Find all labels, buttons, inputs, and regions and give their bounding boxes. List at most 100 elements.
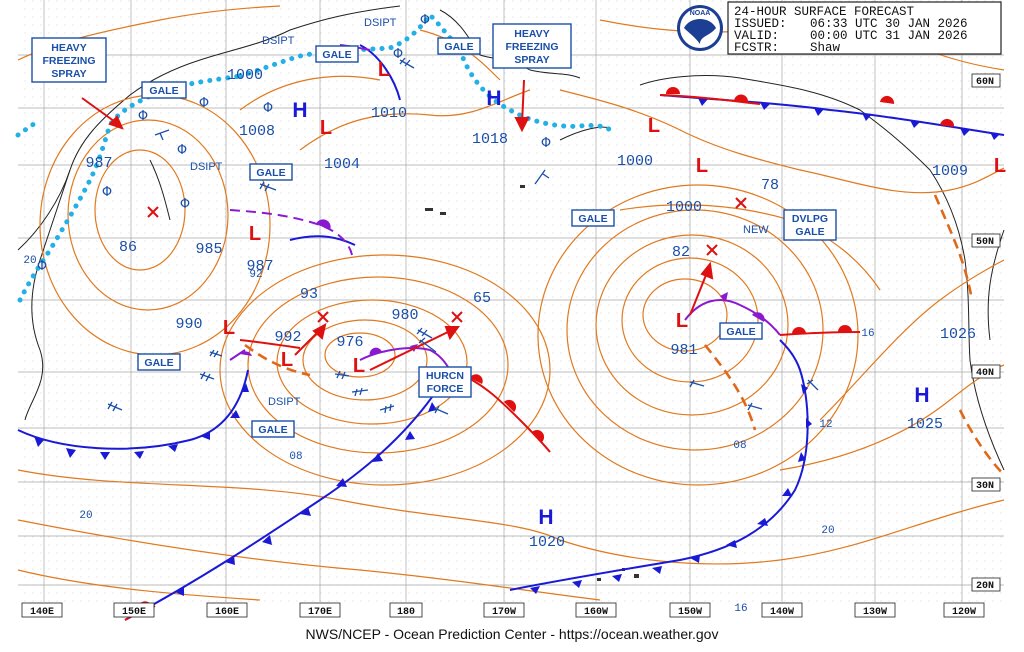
lon-label: 160E <box>215 607 239 618</box>
pressure-value: 82 <box>672 244 690 261</box>
gale-label: GALE <box>144 357 173 369</box>
high-pressure-center: H <box>292 99 307 122</box>
gale-warning-box <box>251 420 295 438</box>
valid-time: 00:00 UTC 31 JAN 2026 <box>810 29 968 43</box>
pressure-value: 976 <box>336 334 363 351</box>
hurcn-force-line-1: HURCN <box>426 370 464 382</box>
gale-warning-box <box>249 163 293 181</box>
freezing-spray-icon: Φ <box>199 96 209 111</box>
low-pressure-center: L <box>994 155 1006 177</box>
pressure-value: 1008 <box>239 123 275 140</box>
lon-label: 120W <box>952 607 976 618</box>
gale-warning-box <box>315 45 359 63</box>
freezing-spray-icon: Φ <box>180 197 190 212</box>
lat-label-60n: 60N <box>976 77 994 88</box>
freezing-spray-icon: Φ <box>263 101 273 116</box>
lon-label: 130W <box>863 607 887 618</box>
hfs-west-line-2: FREEZING <box>42 55 95 67</box>
lon-label: 140E <box>30 607 54 618</box>
developing-gale-warning-box <box>783 209 837 241</box>
pressure-value: 1018 <box>472 131 508 148</box>
noaa-logo-text: NOAA <box>690 10 711 17</box>
pressure-value: 992 <box>274 329 301 346</box>
gale-warning-box <box>437 37 481 55</box>
dissipating-label: DSIPT <box>190 161 223 173</box>
gale-warning-box <box>141 81 187 99</box>
pressure-value: 1000 <box>227 67 263 84</box>
lon-label: 160W <box>584 607 608 618</box>
isobar-label: 12 <box>819 419 832 431</box>
freezing-spray-icon: Φ <box>420 13 430 28</box>
lat-label-40n: 40N <box>976 368 994 379</box>
lat-label-30n: 30N <box>976 481 994 492</box>
gale-label: GALE <box>258 424 287 436</box>
hfs-east-line-3: SPRAY <box>514 54 549 66</box>
lon-label: 170E <box>308 607 332 618</box>
hurcn-force-line-2: FORCE <box>427 383 464 395</box>
forecaster-label: FCSTR: <box>734 41 779 55</box>
lon-label: 150W <box>678 607 702 618</box>
high-pressure-center: H <box>538 506 553 529</box>
low-pressure-center: L <box>353 355 365 377</box>
pressure-value: 1009 <box>932 163 968 180</box>
pressure-value: 92 <box>249 269 262 281</box>
high-pressure-center: H <box>914 384 929 407</box>
low-pressure-center: L <box>223 317 235 339</box>
high-pressure-center: H <box>486 87 501 110</box>
hfs-east-line-2: FREEZING <box>505 41 558 53</box>
hfs-west-line-3: SPRAY <box>51 68 86 80</box>
troughs <box>244 194 1005 476</box>
issued-time: 06:33 UTC 30 JAN 2026 <box>810 17 968 31</box>
dissipating-label: DSIPT <box>262 35 295 47</box>
wind-barbs <box>107 57 819 415</box>
isobar-label: 16 <box>734 603 747 615</box>
low-position-markers <box>147 197 747 323</box>
gale-warning-box <box>571 209 615 227</box>
lon-label: 150E <box>122 607 146 618</box>
isobar-label: 08 <box>289 451 302 463</box>
pressure-value: 93 <box>300 286 318 303</box>
lon-label: 170W <box>492 607 516 618</box>
pressure-value: 1000 <box>666 199 702 216</box>
lat-label-20n: 20N <box>976 581 994 592</box>
dvlpg-gale-line-1: DVLPG <box>792 213 828 225</box>
pressure-value: 78 <box>761 177 779 194</box>
low-pressure-center: L <box>648 115 660 137</box>
pressure-value: 65 <box>473 290 491 307</box>
dissipating-label: DSIPT <box>268 396 301 408</box>
isobar-label: 20 <box>821 525 834 537</box>
freezing-spray-icon: Φ <box>541 136 551 151</box>
footer-credit: NWS/NCEP - Ocean Prediction Center - htt… <box>305 626 719 642</box>
dvlpg-gale-line-2: GALE <box>795 226 824 238</box>
hurricane-force-warning-box <box>418 366 472 398</box>
issued-label: ISSUED: <box>734 17 787 31</box>
gale-label: GALE <box>726 326 755 338</box>
heavy-freezing-spray-warning-west <box>31 37 107 83</box>
hfs-east-line-1: HEAVY <box>514 28 549 40</box>
heavy-freezing-spray-warning-east <box>492 23 572 69</box>
pressure-value: 987 <box>85 155 112 172</box>
dissipating-label: DSIPT <box>364 17 397 29</box>
pressure-value: 1000 <box>617 153 653 170</box>
isobar-label: 20 <box>79 510 92 522</box>
forecast-title: 24-HOUR SURFACE FORECAST <box>734 5 915 19</box>
pressure-value: 86 <box>119 239 137 256</box>
isobar-label: 16 <box>861 328 874 340</box>
low-pressure-center: L <box>696 155 708 177</box>
pressure-value: 1004 <box>324 156 360 173</box>
gale-label: GALE <box>322 49 351 61</box>
new-low-label: NEW <box>743 224 769 236</box>
freezing-spray-icon: Φ <box>37 259 47 274</box>
pressure-value: 987 <box>246 258 273 275</box>
valid-label: VALID: <box>734 29 779 43</box>
gale-warning-box <box>137 353 181 371</box>
ice-edge <box>15 11 615 303</box>
gale-label: GALE <box>149 85 178 97</box>
low-pressure-center: L <box>249 223 261 245</box>
lon-label: 180 <box>397 607 415 618</box>
pressure-value: 1020 <box>529 534 565 551</box>
isobar-label: 20 <box>23 255 36 267</box>
low-pressure-center: L <box>281 349 293 371</box>
low-pressure-center: L <box>676 310 688 332</box>
